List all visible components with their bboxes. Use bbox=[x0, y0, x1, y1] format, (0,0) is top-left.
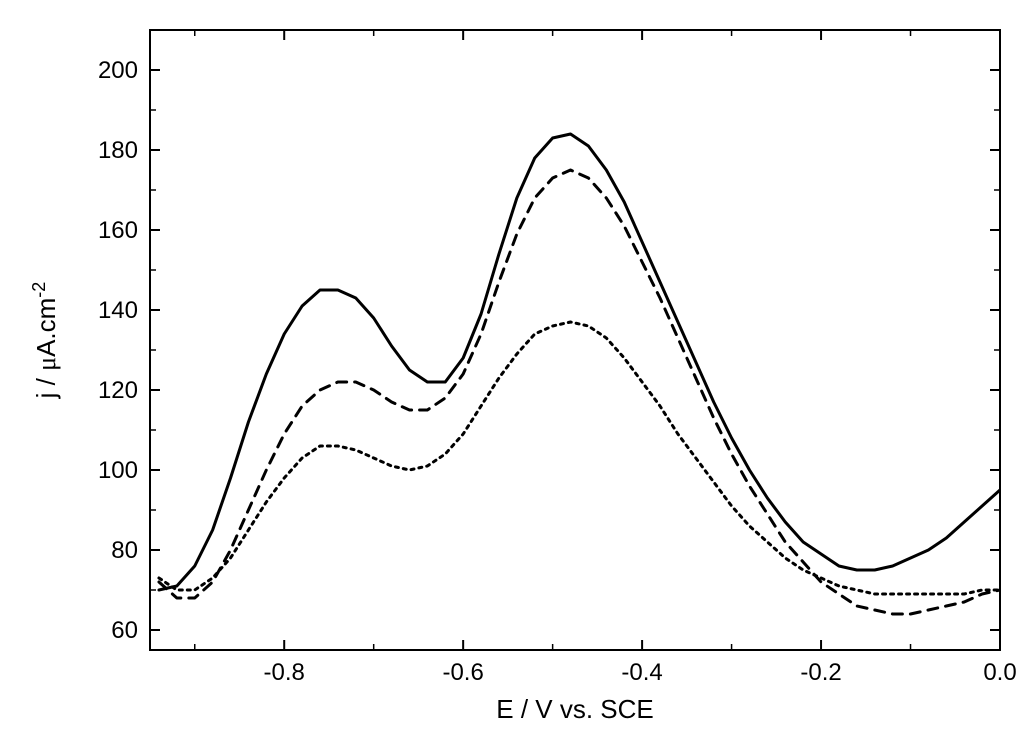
y-tick-label: 200 bbox=[98, 57, 138, 84]
x-tick-label: -0.4 bbox=[621, 659, 662, 686]
x-tick-label: -0.2 bbox=[800, 659, 841, 686]
x-tick-label: -0.6 bbox=[442, 659, 483, 686]
y-tick-label: 120 bbox=[98, 377, 138, 404]
y-tick-label: 160 bbox=[98, 217, 138, 244]
y-tick-label: 180 bbox=[98, 137, 138, 164]
x-tick-label: -0.8 bbox=[264, 659, 305, 686]
voltammogram-chart: -0.8 -0.6 -0.4 -0.2 0.0 60 80 100 120 140 160 180 20… bbox=[0, 0, 1024, 740]
x-tick-label: 0.0 bbox=[983, 659, 1016, 686]
y-tick-label: 100 bbox=[98, 457, 138, 484]
y-tick-label: 60 bbox=[111, 617, 138, 644]
chart-container: -0.8 -0.6 -0.4 -0.2 0.0 60 80 100 120 140 160 180 20… bbox=[0, 0, 1024, 740]
x-axis-label: E / V vs. SCE bbox=[496, 694, 654, 724]
y-axis-label: j / μA.cm-2 bbox=[29, 282, 61, 400]
y-tick-label: 80 bbox=[111, 537, 138, 564]
y-tick-label: 140 bbox=[98, 297, 138, 324]
